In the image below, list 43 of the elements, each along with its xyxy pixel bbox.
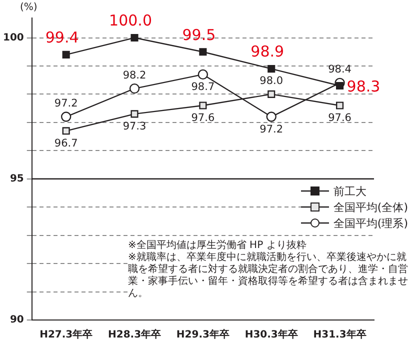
x-tick-label: H28.3年卒 xyxy=(108,328,162,341)
data-label: 97.2 xyxy=(54,98,78,110)
data-label: 99.5 xyxy=(182,26,216,44)
point xyxy=(336,82,344,90)
legend-label: 前工大 xyxy=(333,184,366,198)
data-label: 98.2 xyxy=(122,69,146,82)
data-label: 100.0 xyxy=(109,12,152,30)
y-axis-title: (%) xyxy=(20,2,38,13)
point xyxy=(336,102,344,110)
annotation: ※全国平均値は厚生労働省 HP より抜粋 xyxy=(128,240,308,252)
point xyxy=(198,69,208,80)
point xyxy=(60,112,72,122)
data-label: 97.6 xyxy=(328,112,352,124)
data-label: 97.6 xyxy=(191,112,215,124)
data-label: 98.9 xyxy=(250,42,284,61)
point xyxy=(199,48,207,56)
point xyxy=(62,127,70,135)
point xyxy=(130,34,138,42)
x-tick-label: H31.3年卒 xyxy=(313,328,366,341)
point xyxy=(268,90,276,98)
y-tick-label: 100 xyxy=(3,32,24,44)
x-tick-label: H29.3年卒 xyxy=(176,328,230,341)
data-label: 99.4 xyxy=(45,28,79,47)
legend-label: 全国平均(全体) xyxy=(333,200,408,214)
x-tick-label: H30.3年卒 xyxy=(244,328,298,341)
data-label: 97.2 xyxy=(260,124,284,136)
data-label: 98.4 xyxy=(328,64,352,76)
annotation: ※就職率は、卒業年度中に就職活動を行い、卒業後速やかに就職を希望する者に対する就職決定者の割合であり、進学・自営業・家事手伝い・留年・資格取得等を希望する者は含まれません。 xyxy=(128,252,409,300)
legend-label: 全国平均(理系) xyxy=(333,216,408,230)
data-label: 97.3 xyxy=(122,120,146,133)
data-label: 98.7 xyxy=(191,81,215,94)
point xyxy=(62,50,70,58)
data-label: 98.0 xyxy=(260,74,284,87)
point xyxy=(199,102,207,110)
data-label: 96.7 xyxy=(54,138,78,150)
y-tick-label: 95 xyxy=(10,173,24,184)
point xyxy=(129,83,140,94)
point xyxy=(130,110,138,118)
point xyxy=(268,65,276,73)
x-tick-label: H27.3年卒 xyxy=(40,328,93,341)
point xyxy=(266,112,276,122)
y-tick-label: 90 xyxy=(10,314,24,326)
data-label: 98.3 xyxy=(346,78,380,96)
